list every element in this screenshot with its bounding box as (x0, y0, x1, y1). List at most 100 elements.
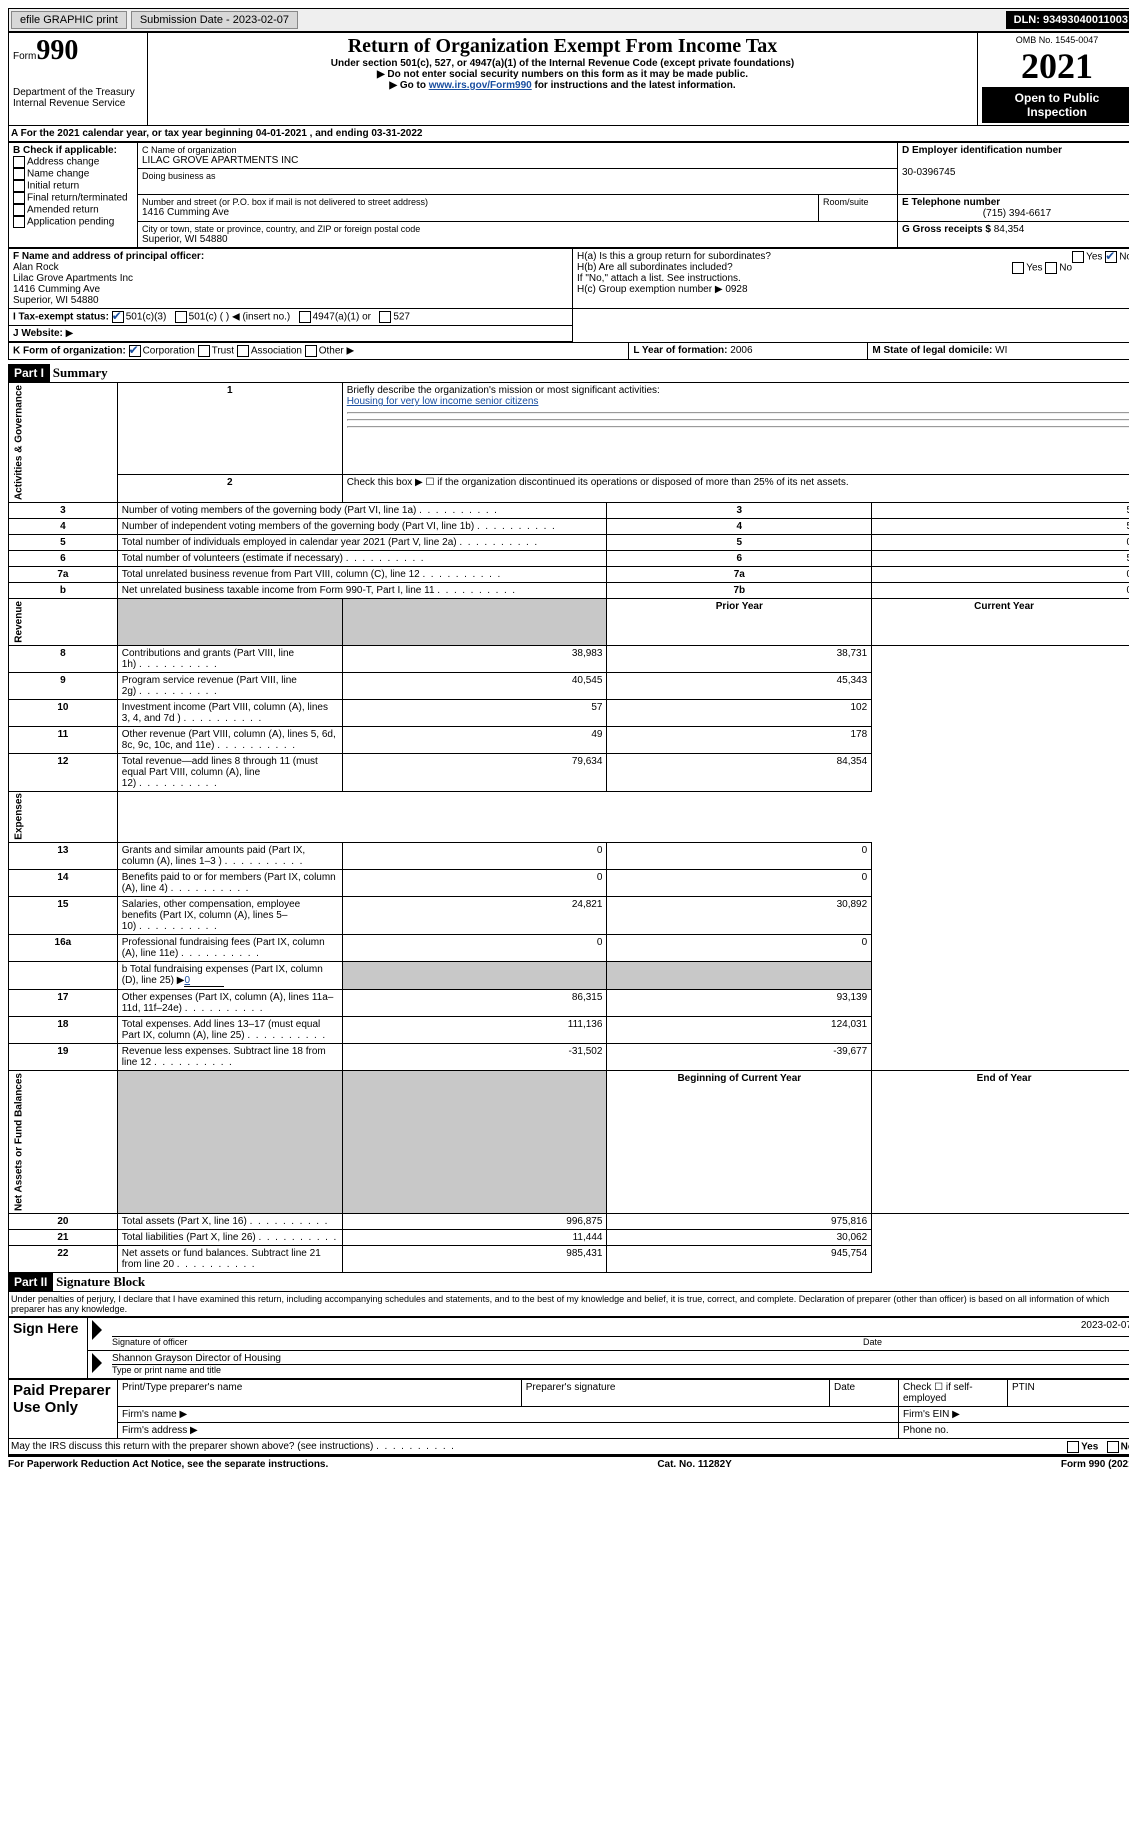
paid-preparer-table: Paid Preparer Use Only Print/Type prepar… (8, 1379, 1129, 1439)
submission-date: Submission Date - 2023-02-07 (131, 11, 298, 29)
sub3-post: for instructions and the latest informat… (532, 80, 736, 91)
dept-label: Department of the Treasury (13, 87, 143, 98)
org-name: LILAC GROVE APARTMENTS INC (142, 155, 893, 166)
subtitle-1: Under section 501(c), 527, or 4947(a)(1)… (152, 58, 973, 69)
c-name-label: C Name of organization (142, 145, 893, 155)
self-emp-label: Check ☐ if self-employed (899, 1380, 1008, 1407)
hc-label: H(c) Group exemption number ▶ (577, 284, 723, 295)
room-label: Room/suite (823, 197, 893, 207)
k-label: K Form of organization: (13, 346, 126, 357)
sign-here-table: Sign Here 2023-02-07 Signature of office… (8, 1317, 1129, 1379)
sig-officer-label: Signature of officer (112, 1337, 187, 1347)
trust-checkbox[interactable] (198, 345, 210, 357)
officer-status-block: F Name and address of principal officer:… (8, 248, 1129, 342)
app-pending-checkbox[interactable] (13, 216, 25, 228)
l-value: 2006 (730, 345, 752, 356)
sub3-pre: ▶ Go to (389, 80, 428, 91)
arrow-icon (92, 1320, 102, 1340)
gross-receipts: 84,354 (994, 224, 1025, 235)
part-ii-title: Signature Block (56, 1274, 145, 1289)
e-label: E Telephone number (902, 197, 1000, 208)
ha-yes-checkbox[interactable] (1072, 251, 1084, 263)
line-a: A For the 2021 calendar year, or tax yea… (8, 126, 1129, 142)
ha-label: H(a) Is this a group return for subordin… (577, 251, 771, 262)
sig-date-value: 2023-02-07 (1081, 1320, 1129, 1331)
part-i-table: Activities & Governance 1 Briefly descri… (8, 382, 1129, 1273)
hc-value: 0928 (725, 284, 747, 295)
paid-preparer-label: Paid Preparer Use Only (9, 1380, 118, 1439)
topbar: efile GRAPHIC print Submission Date - 20… (8, 8, 1129, 32)
city-value: Superior, WI 54880 (142, 234, 893, 245)
discuss-row: May the IRS discuss this return with the… (8, 1439, 1129, 1455)
firm-addr-label: Firm's address ▶ (118, 1423, 899, 1439)
ha-no-checkbox[interactable] (1105, 251, 1117, 263)
discuss-no-checkbox[interactable] (1107, 1441, 1119, 1453)
address-change-checkbox[interactable] (13, 156, 25, 168)
part-i-title: Summary (53, 365, 108, 380)
exp-section-label: Expenses (9, 791, 118, 843)
form-number: 990 (36, 35, 78, 66)
declaration-text: Under penalties of perjury, I declare th… (8, 1291, 1129, 1317)
net-section-label: Net Assets or Fund Balances (9, 1071, 118, 1214)
sig-date-label: Date (863, 1337, 882, 1347)
rev-section-label: Revenue (9, 599, 118, 646)
other-checkbox[interactable] (305, 345, 317, 357)
b-label: B Check if applicable: (13, 145, 117, 156)
form-title: Return of Organization Exempt From Incom… (152, 35, 973, 58)
prep-sig-label: Preparer's signature (521, 1380, 829, 1407)
corp-checkbox[interactable] (129, 345, 141, 357)
m-value: WI (995, 345, 1007, 356)
501c3-checkbox[interactable] (112, 311, 124, 323)
line1-text: Briefly describe the organization's miss… (347, 385, 660, 396)
begin-year-hdr: Beginning of Current Year (607, 1071, 872, 1214)
l-label: L Year of formation: (633, 345, 727, 356)
pra-notice: For Paperwork Reduction Act Notice, see … (8, 1459, 328, 1470)
irs-link[interactable]: www.irs.gov/Form990 (429, 80, 532, 91)
efile-print-button[interactable]: efile GRAPHIC print (11, 11, 127, 29)
street-label: Number and street (or P.O. box if mail i… (142, 197, 814, 207)
hb-label: H(b) Are all subordinates included? (577, 262, 733, 273)
open-inspection: Open to Public Inspection (982, 87, 1129, 123)
phone-label: Phone no. (899, 1423, 1129, 1439)
phone-value: (715) 394-6617 (902, 208, 1129, 219)
discuss-yes-checkbox[interactable] (1067, 1441, 1079, 1453)
amended-return-checkbox[interactable] (13, 204, 25, 216)
omb-label: OMB No. 1545-0047 (982, 35, 1129, 45)
l16b-value: 0 (184, 975, 224, 987)
hb-no-checkbox[interactable] (1045, 262, 1057, 274)
m-label: M State of legal domicile: (872, 345, 992, 356)
irs-label: Internal Revenue Service (13, 98, 143, 109)
firm-ein-label: Firm's EIN ▶ (899, 1407, 1129, 1423)
name-change-checkbox[interactable] (13, 168, 25, 180)
initial-return-checkbox[interactable] (13, 180, 25, 192)
cat-no: Cat. No. 11282Y (657, 1459, 731, 1470)
j-label: J Website: (13, 328, 63, 339)
sign-here-label: Sign Here (9, 1318, 88, 1379)
prep-date-label: Date (830, 1380, 899, 1407)
form-prefix: Form (13, 51, 36, 62)
assoc-checkbox[interactable] (237, 345, 249, 357)
arrow-icon (92, 1353, 102, 1373)
d-label: D Employer identification number (902, 145, 1062, 156)
4947-checkbox[interactable] (299, 311, 311, 323)
line2-text: Check this box ▶ ☐ if the organization d… (342, 475, 1129, 503)
g-label: G Gross receipts $ (902, 224, 991, 235)
527-checkbox[interactable] (379, 311, 391, 323)
part-i-header: Part I (8, 364, 50, 382)
final-return-checkbox[interactable] (13, 192, 25, 204)
501c-checkbox[interactable] (175, 311, 187, 323)
dba-label: Doing business as (142, 171, 893, 181)
prep-name-label: Print/Type preparer's name (118, 1380, 522, 1407)
f-label: F Name and address of principal officer: (13, 251, 204, 262)
k-l-m-row: K Form of organization: Corporation Trus… (8, 342, 1129, 360)
dln-label: DLN: 93493040011003 (1006, 11, 1129, 29)
form-header: Form990 Department of the Treasury Inter… (8, 32, 1129, 126)
line1-value: Housing for very low income senior citiz… (347, 396, 539, 407)
current-year-hdr: Current Year (872, 599, 1129, 646)
ein-value: 30-0396745 (902, 167, 955, 178)
city-label: City or town, state or province, country… (142, 224, 893, 234)
end-year-hdr: End of Year (872, 1071, 1129, 1214)
ptin-label: PTIN (1008, 1380, 1129, 1407)
entity-block: B Check if applicable: Address change Na… (8, 142, 1129, 248)
hb-yes-checkbox[interactable] (1012, 262, 1024, 274)
